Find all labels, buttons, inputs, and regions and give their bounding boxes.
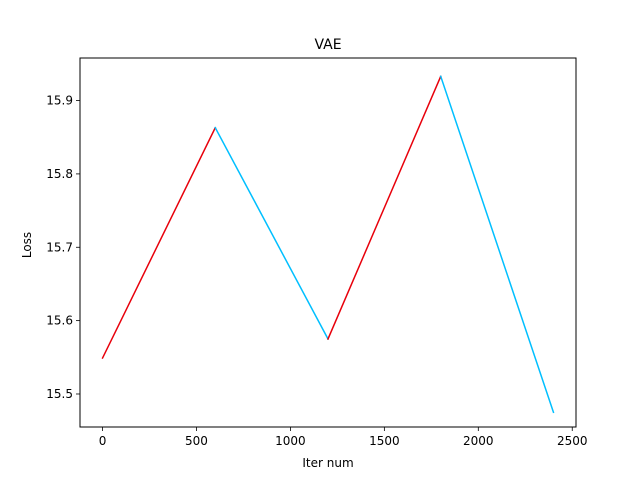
x-tick-label: 1500	[369, 434, 400, 448]
x-tick-label: 500	[185, 434, 208, 448]
x-axis: 0 500 1000 1500 2000 2500	[99, 427, 588, 448]
y-axis: 15.5 15.6 15.7 15.8 15.9	[46, 94, 80, 401]
x-tick-label: 0	[99, 434, 107, 448]
plot-area	[101, 75, 555, 414]
loss-segment-4	[439, 75, 555, 414]
y-axis-label: Loss	[20, 232, 34, 258]
x-tick-label: 2500	[557, 434, 588, 448]
y-tick-label: 15.6	[46, 314, 73, 328]
chart-title: VAE	[314, 37, 341, 53]
loss-segment-1	[101, 126, 217, 360]
loss-segment-3	[327, 75, 442, 340]
plot-frame	[79, 57, 577, 428]
loss-segment-2	[214, 126, 330, 340]
x-tick-label: 2000	[463, 434, 494, 448]
y-tick-label: 15.7	[46, 240, 73, 254]
y-tick-label: 15.5	[46, 387, 73, 401]
y-tick-label: 15.9	[46, 94, 73, 108]
x-axis-label: Iter num	[302, 456, 353, 470]
x-tick-label: 1000	[275, 434, 306, 448]
y-tick-label: 15.8	[46, 167, 73, 181]
